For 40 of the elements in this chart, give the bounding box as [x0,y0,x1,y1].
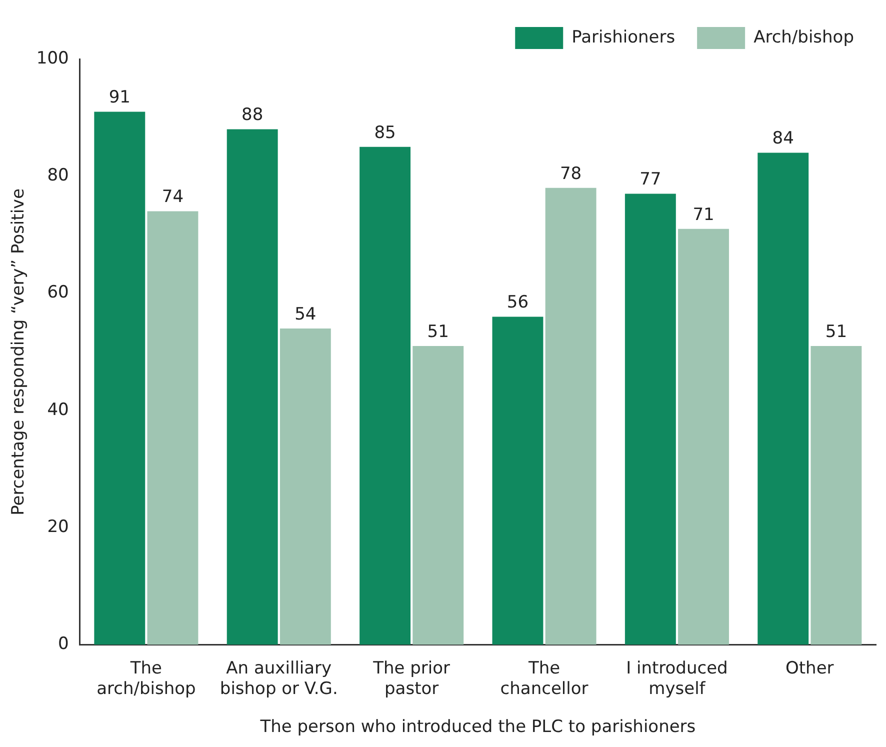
data-label: 91 [108,88,130,108]
bar [360,146,411,645]
bar [94,112,146,645]
data-label: 77 [640,170,662,190]
bar [412,346,464,645]
data-label: 56 [506,292,529,313]
data-label: 78 [560,164,582,184]
bar [492,316,544,645]
bar [758,152,809,645]
x-tick-label: The chancellor [500,658,588,699]
data-label: 51 [427,322,449,342]
y-tick-label: 0 [58,634,69,654]
y-tick-label: 80 [47,166,69,186]
y-tick-label: 60 [47,282,69,303]
bar [280,328,331,645]
y-tick-label: 20 [47,517,69,538]
data-label: 71 [692,204,714,225]
legend-label: Parishioners [572,27,676,48]
y-tick-label: 100 [36,48,69,68]
x-tick-label: The arch/bishop [96,658,196,699]
bar [678,228,729,645]
x-tick-label: The prior pastor [372,658,450,699]
data-label: 51 [825,322,848,342]
bar [624,194,676,645]
data-label: 74 [162,187,184,208]
y-axis-title: Percentage responding “very” Positive [8,188,29,516]
x-axis-title: The person who introduced the PLC to parishioners [259,717,696,738]
x-tick-label: An auxilliary bishop or V.G. [220,658,338,699]
bar [810,346,862,645]
y-tick-label: 40 [47,400,69,420]
data-label: 85 [374,122,396,143]
x-tick-label: Other [786,658,834,678]
x-tick-label: I introduced myself [626,658,728,699]
data-label: 54 [294,304,316,324]
bar [147,211,198,645]
bar [226,129,278,645]
data-label: 84 [772,128,794,149]
data-label: 88 [242,105,264,126]
bar [545,188,596,645]
legend-label: Arch/bishop [754,27,854,48]
